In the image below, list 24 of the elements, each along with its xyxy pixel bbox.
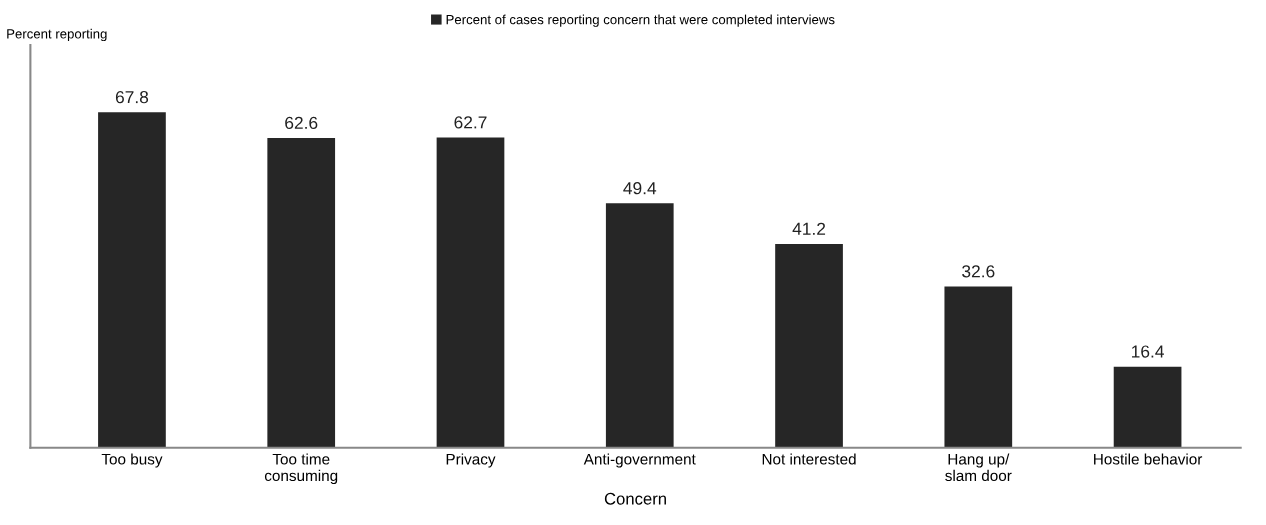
bar	[1113, 366, 1182, 448]
data-label: 16.4	[1132, 345, 1164, 358]
x-tick-label: Privacy	[446, 453, 496, 468]
bar	[944, 286, 1013, 448]
x-tick-label: Anti-government	[583, 453, 696, 468]
x-tick-label: Hang up/ slam door	[945, 453, 1012, 482]
x-tick-label: Too time consuming	[264, 453, 338, 485]
data-label: 62.6	[285, 116, 318, 130]
data-label: 49.4	[623, 182, 657, 195]
bar	[98, 112, 166, 448]
data-label: 67.8	[115, 90, 149, 104]
x-tick-label: Too busy	[101, 453, 163, 468]
data-label: 32.6	[962, 265, 995, 278]
bar	[775, 243, 843, 448]
bar	[605, 203, 674, 448]
x-tick-label: Hostile behavior	[1094, 453, 1203, 465]
legend-label: Percent of cases reporting concern that were completed interviews	[446, 14, 835, 27]
bar	[267, 138, 336, 448]
x-axis-title: Concern	[604, 492, 666, 505]
data-label: 62.7	[454, 116, 487, 129]
bar	[436, 137, 505, 448]
data-label: 41.2	[792, 222, 826, 235]
x-tick-label: Not interested	[762, 453, 856, 465]
text: Percent reporting	[7, 28, 107, 42]
